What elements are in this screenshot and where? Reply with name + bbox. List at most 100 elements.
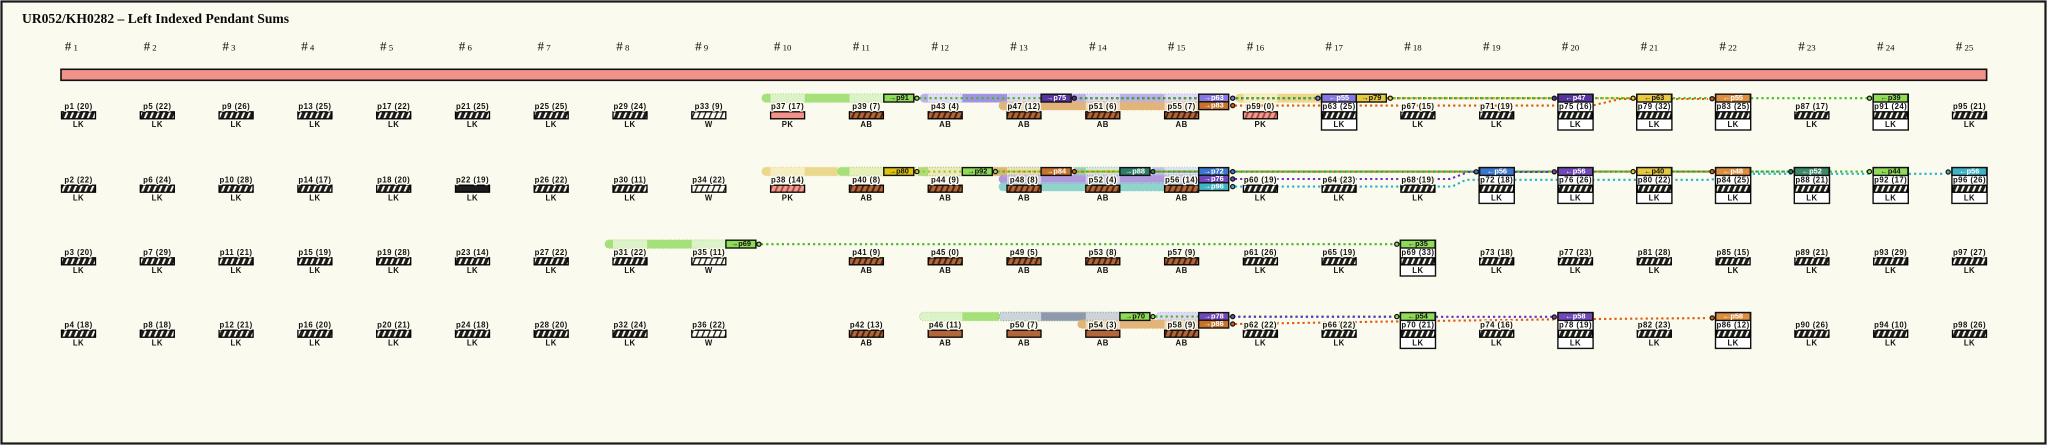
svg-text:p32 (24): p32 (24) — [613, 320, 646, 329]
svg-text:LK: LK — [1412, 339, 1423, 348]
svg-text:p67 (15): p67 (15) — [1401, 102, 1434, 111]
svg-text:LK: LK — [1255, 339, 1266, 348]
svg-text:p60 (19): p60 (19) — [1244, 175, 1277, 184]
svg-text:←p52: ←p52 — [1802, 167, 1822, 176]
svg-text:LK: LK — [230, 194, 241, 203]
svg-text:p76 (26): p76 (26) — [1559, 175, 1592, 184]
svg-text:LK: LK — [1491, 339, 1502, 348]
svg-text:LK: LK — [1806, 194, 1817, 203]
svg-text:LK: LK — [624, 339, 635, 348]
svg-text:AB: AB — [1097, 120, 1109, 129]
svg-text:p66 (22): p66 (22) — [1323, 320, 1356, 329]
svg-text:LK: LK — [230, 266, 241, 275]
svg-text:LK: LK — [309, 266, 320, 275]
svg-text:AB: AB — [1018, 266, 1030, 275]
svg-text:p44 (9): p44 (9) — [931, 175, 959, 184]
svg-text:LK: LK — [467, 194, 478, 203]
svg-text:→p78: →p78 — [1204, 312, 1224, 321]
svg-text:W: W — [705, 339, 713, 348]
svg-text:LK: LK — [1570, 266, 1581, 275]
svg-text:AB: AB — [1018, 120, 1030, 129]
svg-text:p37 (17): p37 (17) — [771, 102, 804, 111]
svg-text:# 16: # 16 — [1247, 39, 1265, 54]
svg-text:LK: LK — [388, 339, 399, 348]
svg-text:LK: LK — [1885, 120, 1896, 129]
svg-text:# 23: # 23 — [1798, 39, 1816, 54]
svg-text:LK: LK — [1806, 120, 1817, 129]
svg-text:# 6: # 6 — [459, 39, 473, 54]
svg-text:→p88: →p88 — [1125, 167, 1145, 176]
svg-text:LK: LK — [1885, 266, 1896, 275]
svg-text:p56 (14): p56 (14) — [1165, 175, 1198, 184]
svg-text:←p55: ←p55 — [1329, 93, 1349, 102]
svg-text:AB: AB — [1018, 339, 1030, 348]
svg-text:→p86: →p86 — [1204, 319, 1224, 328]
svg-text:p51 (6): p51 (6) — [1089, 102, 1117, 111]
svg-text:LK: LK — [309, 194, 320, 203]
svg-text:LK: LK — [1491, 194, 1502, 203]
svg-text:# 4: # 4 — [301, 39, 315, 54]
svg-text:LK: LK — [73, 120, 84, 129]
svg-text:p55 (7): p55 (7) — [1167, 102, 1195, 111]
svg-text:AB: AB — [860, 266, 872, 275]
svg-text:# 15: # 15 — [1168, 39, 1186, 54]
svg-text:p47 (12): p47 (12) — [1007, 102, 1040, 111]
svg-text:←p63: ←p63 — [1644, 93, 1664, 102]
svg-text:# 14: # 14 — [1089, 39, 1107, 54]
svg-text:p92 (17): p92 (17) — [1874, 175, 1907, 184]
svg-text:LK: LK — [73, 266, 84, 275]
svg-text:p65 (19): p65 (19) — [1323, 248, 1356, 257]
svg-text:→p91: →p91 — [889, 93, 909, 102]
svg-text:LK: LK — [624, 120, 635, 129]
svg-text:# 2: # 2 — [144, 39, 157, 54]
svg-text:LK: LK — [1333, 120, 1344, 129]
svg-text:p93 (29): p93 (29) — [1874, 248, 1907, 257]
svg-text:→p96: →p96 — [1204, 182, 1224, 191]
svg-text:→p69: →p69 — [731, 239, 751, 248]
svg-text:p40 (8): p40 (8) — [852, 175, 880, 184]
svg-text:# 18: # 18 — [1404, 39, 1422, 54]
svg-text:W: W — [705, 266, 713, 275]
svg-text:p31 (22): p31 (22) — [613, 248, 646, 257]
svg-text:# 9: # 9 — [695, 39, 709, 54]
svg-text:LK: LK — [1727, 339, 1738, 348]
svg-text:LK: LK — [1255, 194, 1266, 203]
svg-text:p48 (8): p48 (8) — [1010, 175, 1038, 184]
svg-text:LK: LK — [1649, 120, 1660, 129]
svg-text:p35 (11): p35 (11) — [692, 248, 725, 257]
svg-text:←p56: ←p56 — [1487, 167, 1507, 176]
svg-text:p86 (12): p86 (12) — [1717, 320, 1750, 329]
svg-text:LK: LK — [1806, 266, 1817, 275]
svg-text:p15 (19): p15 (19) — [298, 248, 331, 257]
svg-text:p7 (29): p7 (29) — [143, 248, 171, 257]
svg-text:LK: LK — [152, 339, 163, 348]
svg-text:AB: AB — [1097, 194, 1109, 203]
svg-text:p33 (9): p33 (9) — [695, 102, 723, 111]
svg-text:p62 (22): p62 (22) — [1244, 320, 1277, 329]
svg-text:p29 (24): p29 (24) — [613, 102, 646, 111]
svg-text:p88 (21): p88 (21) — [1795, 175, 1828, 184]
svg-text:LK: LK — [1885, 339, 1896, 348]
svg-text:# 13: # 13 — [1010, 39, 1028, 54]
svg-text:LK: LK — [1333, 339, 1344, 348]
svg-text:p42 (13): p42 (13) — [850, 320, 883, 329]
svg-text:→p63: →p63 — [1204, 93, 1224, 102]
svg-text:→p79: →p79 — [1361, 93, 1381, 102]
svg-text:AB: AB — [1176, 120, 1188, 129]
svg-text:AB: AB — [1097, 339, 1109, 348]
svg-text:p64 (23): p64 (23) — [1323, 175, 1356, 184]
svg-text:AB: AB — [939, 194, 951, 203]
svg-text:AB: AB — [1176, 266, 1188, 275]
svg-text:# 25: # 25 — [1956, 39, 1974, 54]
svg-text:p1 (20): p1 (20) — [64, 102, 92, 111]
svg-text:LK: LK — [1649, 194, 1660, 203]
svg-text:p16 (20): p16 (20) — [298, 320, 331, 329]
svg-text:p20 (21): p20 (21) — [377, 320, 410, 329]
svg-text:p5 (22): p5 (22) — [143, 102, 171, 111]
svg-text:p28 (20): p28 (20) — [535, 320, 568, 329]
svg-text:LK: LK — [1570, 339, 1581, 348]
svg-text:# 1: # 1 — [65, 39, 78, 54]
svg-text:←p40: ←p40 — [1644, 167, 1664, 176]
svg-text:PK: PK — [782, 194, 794, 203]
svg-text:p9 (26): p9 (26) — [222, 102, 250, 111]
